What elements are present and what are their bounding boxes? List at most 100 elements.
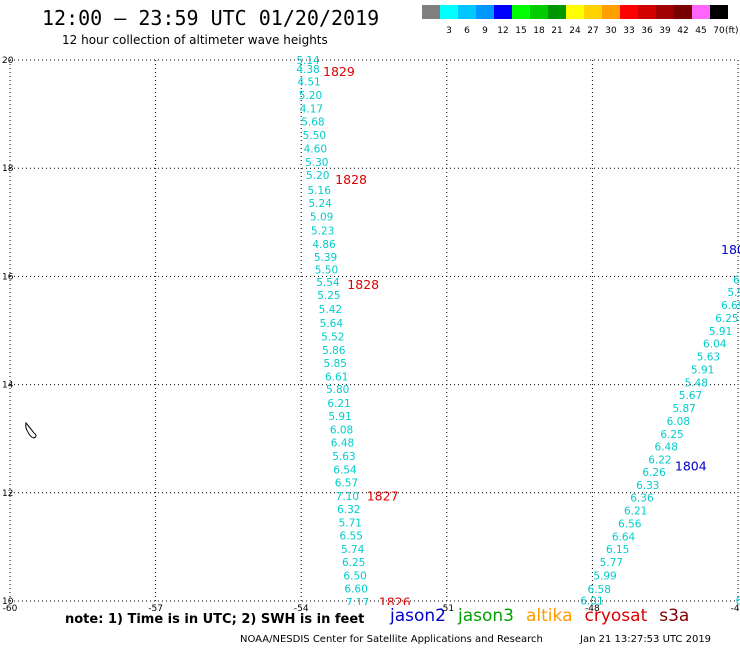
wave-height-value: 6.48	[331, 437, 354, 449]
wave-height-value: 5.71	[339, 518, 362, 530]
wave-height-value: 5.54	[316, 277, 340, 289]
legend-jason3: jason3	[458, 606, 514, 626]
pass-time-label: 1827	[367, 489, 399, 504]
wave-height-value: 6.48	[655, 441, 678, 453]
wave-height-value: 6.19	[733, 275, 740, 287]
wave-height-value: 6.25	[660, 429, 683, 441]
pass-time-label: 1828	[347, 277, 379, 292]
scale-swatch	[494, 5, 512, 19]
wave-height-value: 5.64	[320, 318, 344, 330]
wave-height-value: 5.20	[299, 90, 322, 102]
legend-s3a: s3a	[659, 606, 690, 626]
wave-height-value: 5.09	[310, 211, 333, 223]
scale-swatch	[422, 5, 440, 19]
wave-height-value: 6.01	[580, 595, 603, 607]
wave-height-value: 5.80	[326, 384, 349, 396]
wave-height-value: 5.50	[315, 264, 338, 276]
scale-swatch	[674, 5, 692, 19]
lat-tick-label: 16	[2, 272, 14, 282]
credit-text: NOAA/NESDIS Center for Satellite Applica…	[240, 634, 543, 645]
lon-tick-label: -57	[148, 604, 163, 614]
scale-label: 27	[587, 26, 599, 36]
scale-label: 18	[533, 26, 545, 36]
wave-height-value: 5.50	[303, 130, 326, 142]
wave-height-value: 6.15	[606, 544, 629, 556]
wave-height-value: 4.60	[304, 144, 327, 156]
wave-height-value: 6.21	[624, 506, 647, 518]
wave-height-value: 6.33	[636, 480, 659, 492]
island-shape	[25, 421, 37, 439]
wave-height-value: 4.38	[296, 64, 319, 76]
wave-height-value: 5.30	[305, 157, 328, 169]
wave-height-value: 6.36	[630, 493, 654, 505]
lon-tick-label: -45	[731, 604, 740, 614]
lat-tick-label: 14	[2, 381, 14, 391]
wave-height-value: 5.39	[314, 252, 337, 264]
wave-height-value: 7.17	[346, 597, 369, 609]
scale-label: 30	[605, 26, 617, 36]
wave-height-value: 5.20	[306, 170, 329, 182]
wave-height-value: 5.24	[308, 198, 332, 210]
wave-height-value: 6.32	[337, 504, 360, 516]
wave-height-value: 7.10	[336, 491, 359, 503]
footer-note: note: 1) Time is in UTC; 2) SWH is in fe…	[65, 612, 365, 627]
scale-label: 39	[659, 26, 671, 36]
wave-height-value: 5.86	[322, 345, 346, 357]
wave-height-value: 5.63	[697, 351, 720, 363]
scale-swatch	[620, 5, 638, 19]
scale-swatch	[710, 5, 728, 19]
wave-height-value: 6.57	[335, 478, 358, 490]
scale-swatch	[656, 5, 674, 19]
wave-height-value: 6.26	[642, 467, 666, 479]
scale-label: 42	[677, 26, 689, 36]
wave-height-value: 5.85	[324, 358, 347, 370]
legend-jason2: jason2	[390, 606, 446, 626]
scale-unit: (ft)	[725, 26, 739, 36]
wave-height-value: 6.25	[715, 313, 738, 325]
wave-height-value: 5.91	[328, 411, 351, 423]
wave-height-value: 4.86	[312, 239, 336, 251]
scale-swatch	[638, 5, 656, 19]
wave-height-value: 5.48	[685, 377, 708, 389]
scale-label: 12	[497, 26, 509, 36]
scale-swatch	[476, 5, 494, 19]
scale-label: 45	[695, 26, 707, 36]
wave-height-value: 4.51	[297, 77, 320, 89]
pass-time-label: 1828	[335, 172, 367, 187]
pass-time-label: 1829	[323, 64, 355, 79]
wave-height-value: 5.42	[319, 304, 342, 316]
pass-time-label: 1805	[721, 242, 740, 257]
wave-height-value: 5.14	[296, 55, 320, 67]
wave-height-value: 5.68	[301, 117, 324, 129]
scale-label: 3	[446, 26, 452, 36]
map-subtitle: 12 hour collection of altimeter wave hei…	[62, 33, 328, 47]
pass-time-label: 1804	[675, 458, 707, 473]
wave-height-value: 5.99	[593, 571, 616, 583]
wave-height-value: 6.56	[618, 519, 642, 531]
wave-height-value: 5.77	[600, 557, 623, 569]
wave-height-value: 6.61	[325, 371, 348, 383]
wave-height-value: 6.58	[588, 584, 611, 596]
scale-label: 6	[464, 26, 470, 36]
scale-label: 70	[713, 26, 725, 36]
scale-swatch	[566, 5, 584, 19]
wave-height-value: 6.08	[667, 416, 690, 428]
wave-height-value: 6.55	[340, 531, 363, 543]
scale-swatch	[440, 5, 458, 19]
wave-height-value: 6.69	[721, 300, 740, 312]
scale-swatch	[458, 5, 476, 19]
scale-swatch	[512, 5, 530, 19]
lat-tick-label: 12	[2, 489, 13, 499]
lon-tick-label: -60	[3, 604, 18, 614]
wave-height-value: 5.23	[311, 225, 334, 237]
scale-label: 24	[569, 26, 581, 36]
wave-height-value: 5.96	[727, 287, 740, 299]
scale-swatch	[530, 5, 548, 19]
scale-label: 15	[515, 26, 527, 36]
wave-height-value: 5.52	[321, 331, 344, 343]
wave-height-value: 5.63	[332, 451, 355, 463]
satellite-legend: jason2 jason3 altika cryosat s3a	[390, 606, 701, 626]
wave-height-value: 6.21	[327, 398, 350, 410]
wave-height-value: 5.87	[672, 403, 695, 415]
